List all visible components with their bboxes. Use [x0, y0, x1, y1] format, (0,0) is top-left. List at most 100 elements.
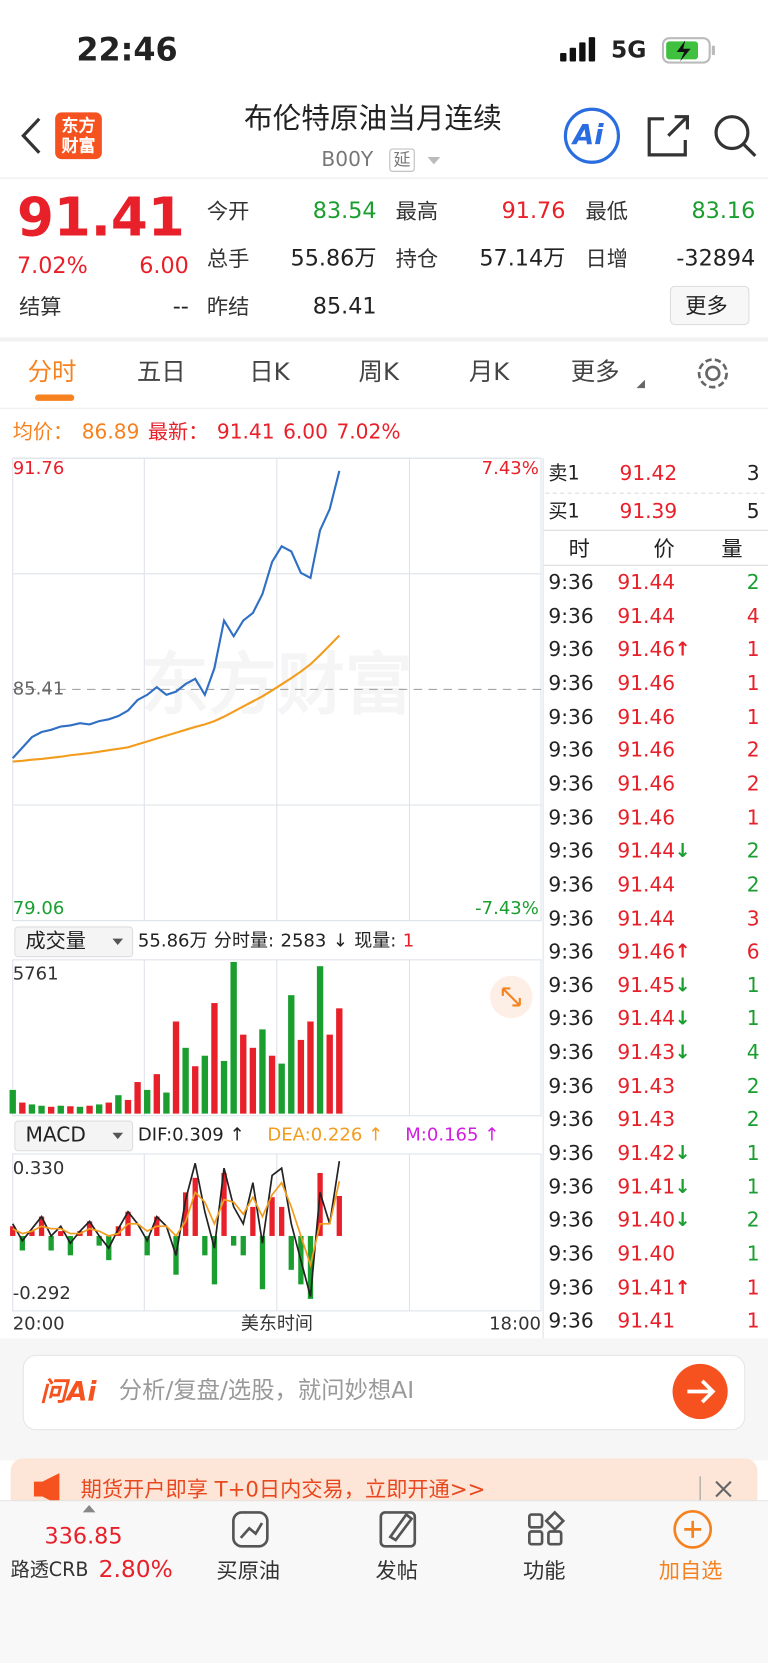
tab[interactable]: 分时	[27, 359, 77, 387]
series-line	[11, 1161, 341, 1297]
tag-dropdown	[427, 156, 441, 165]
close-icon[interactable]	[715, 1480, 732, 1498]
banner-text[interactable]: 期货开户即享 T+0日内交易，立即开通>>	[80, 1476, 486, 1502]
col-header: 量	[721, 535, 743, 562]
chart-frame	[12, 457, 544, 1339]
trade-time: 9:36	[548, 873, 594, 897]
volume-bar	[115, 1095, 122, 1114]
m: M:0.165 ↑	[405, 1124, 500, 1146]
trade-price: 91.44	[617, 873, 676, 897]
volume-bar	[163, 1092, 170, 1114]
more-button[interactable]	[669, 285, 750, 326]
volume-bar	[192, 1066, 199, 1114]
volume-bar	[307, 1021, 314, 1114]
volume-bar	[76, 1106, 84, 1114]
macd-selector[interactable]: MACD	[25, 1123, 86, 1148]
more-label[interactable]: 更多	[685, 292, 728, 319]
tab-more-triangle	[636, 379, 645, 389]
nav-item[interactable]: 发帖	[375, 1558, 418, 1584]
book-price: 91.39	[619, 500, 678, 524]
battery-icon	[661, 37, 715, 64]
field-value: 91.76	[501, 197, 566, 224]
trade-volume: 2	[746, 772, 760, 796]
expand-icon[interactable]	[490, 975, 533, 1019]
tab[interactable]: 月K	[468, 359, 510, 387]
trade-volume: 1	[746, 806, 760, 830]
x-tick-label: 18:00	[489, 1314, 541, 1335]
trade-time: 9:36	[548, 571, 594, 595]
tab[interactable]: 周K	[358, 359, 399, 387]
trade-price: 91.43	[617, 1041, 676, 1065]
volume-bar	[182, 1047, 189, 1114]
tab[interactable]: 日K	[249, 359, 290, 387]
tab[interactable]: 更多	[570, 359, 620, 387]
macd-bar	[192, 1177, 198, 1236]
book-label: 卖1	[548, 462, 580, 485]
ai-button[interactable]	[563, 107, 621, 164]
trade-volume: 1	[746, 671, 760, 696]
trade-price: 91.46	[617, 772, 676, 796]
volume-bar	[124, 1099, 132, 1114]
selector-box[interactable]	[14, 926, 134, 958]
volume-bar	[288, 995, 295, 1114]
macd-bar	[182, 1192, 189, 1236]
dif: DIF:0.309 ↑	[137, 1124, 245, 1146]
y-tick-label: 85.41	[13, 678, 65, 699]
settings-icon[interactable]	[697, 358, 728, 389]
trade-price: 91.43	[617, 1108, 676, 1132]
dea: DEA:0.226 ↑	[267, 1124, 384, 1146]
volume-bar	[86, 1105, 93, 1114]
macd-bar	[211, 1235, 218, 1285]
logo-box	[55, 112, 102, 160]
change: 6.00	[139, 252, 189, 279]
nav-item[interactable]: 功能	[522, 1558, 566, 1584]
tab[interactable]: 五日	[136, 359, 186, 387]
trade-price: 91.44	[617, 906, 676, 931]
trade-time: 9:36	[548, 705, 594, 729]
macd-bar	[279, 1206, 285, 1236]
trade-arrow: ↑	[674, 1276, 691, 1299]
trade-volume: 1	[746, 1007, 760, 1031]
x-tick-label: 20:00	[13, 1314, 65, 1335]
trade-price: 91.44	[617, 571, 676, 595]
ask-placeholder[interactable]: 分析/复盘/选股，就问妙想AI	[118, 1377, 415, 1405]
nav-item[interactable]: 买原油	[216, 1558, 281, 1584]
last: 91.41	[216, 420, 275, 444]
share-icon[interactable]	[647, 115, 689, 157]
trade-volume: 1	[746, 1175, 760, 1199]
macd-bar	[10, 1226, 16, 1236]
volume-selector[interactable]: 成交量	[25, 929, 86, 953]
avg-label: 均价：	[12, 420, 74, 444]
ask-box[interactable]	[22, 1354, 746, 1431]
arrow: ↓	[332, 930, 348, 952]
trade-time: 9:36	[548, 1141, 594, 1166]
search-icon[interactable]	[714, 115, 757, 158]
volume-bar	[326, 1034, 333, 1114]
ai-label[interactable]: Ai	[572, 119, 604, 152]
trade-price: 91.41	[617, 1276, 676, 1300]
trade-time: 9:36	[548, 1041, 594, 1065]
index-change: 2.80%	[98, 1556, 173, 1584]
trade-arrow: ↑	[674, 940, 691, 964]
volume-info: 55.86万 分时量: 2583 ↓ 现量: 1	[138, 930, 414, 952]
trade-arrow: ↓	[674, 974, 691, 997]
trade-price: 91.46	[617, 806, 676, 830]
field-label: 总手	[206, 246, 250, 272]
field-label: 结算	[19, 293, 62, 320]
volume-bar	[230, 961, 237, 1114]
field-value: 57.14万	[479, 245, 566, 271]
network: 5G	[611, 37, 647, 64]
trade-volume: 2	[746, 839, 760, 863]
macd-bar	[19, 1235, 25, 1251]
selector-box[interactable]	[14, 1120, 134, 1152]
nav-item[interactable]: 加自选	[658, 1558, 723, 1584]
trade-arrow: ↑	[674, 638, 691, 662]
volume-bar	[249, 1047, 257, 1114]
back-icon[interactable]	[21, 117, 41, 154]
volume-bar	[316, 966, 324, 1114]
trade-time: 9:36	[548, 638, 594, 662]
volume-bar	[19, 1102, 26, 1114]
trade-price: 91.46	[617, 940, 676, 964]
trade-time: 9:36	[548, 1074, 594, 1098]
